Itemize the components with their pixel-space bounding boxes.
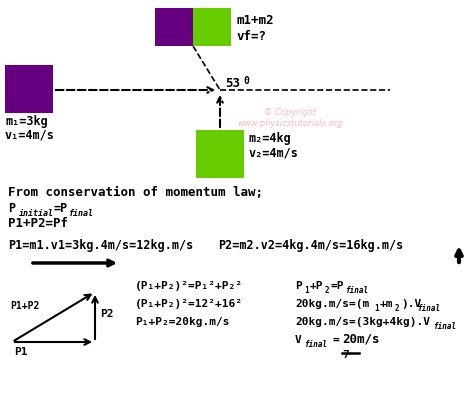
Text: 53: 53	[225, 77, 240, 90]
Text: +P: +P	[310, 281, 323, 291]
Text: (P₁+P₂)²=12²+16²: (P₁+P₂)²=12²+16²	[135, 299, 243, 309]
Text: 0: 0	[243, 76, 249, 86]
Text: m₂=4kg: m₂=4kg	[249, 132, 292, 145]
Bar	[155, 8, 193, 46]
Text: final: final	[304, 340, 327, 349]
Text: final: final	[345, 286, 368, 295]
Text: P1+P2: P1+P2	[10, 301, 39, 311]
Text: 20kg.m/s=(m: 20kg.m/s=(m	[295, 299, 369, 309]
Text: P1=m1.v1=3kg.4m/s=12kg.m/s: P1=m1.v1=3kg.4m/s=12kg.m/s	[8, 239, 193, 252]
Text: P2=m2.v2=4kg.4m/s=16kg.m/s: P2=m2.v2=4kg.4m/s=16kg.m/s	[218, 239, 403, 252]
Text: m₁=3kg: m₁=3kg	[5, 115, 48, 128]
Bar	[5, 65, 53, 113]
Text: 20m/s: 20m/s	[342, 333, 380, 346]
Bar	[193, 8, 231, 46]
Text: 2: 2	[325, 286, 329, 295]
Text: © Copyright
www.physicstutorials.org: © Copyright www.physicstutorials.org	[237, 108, 343, 128]
Text: =P: =P	[54, 202, 68, 215]
Text: V: V	[295, 335, 302, 345]
Text: P1: P1	[14, 347, 27, 357]
Text: final: final	[68, 209, 93, 218]
Text: final: final	[433, 322, 456, 331]
Bar	[196, 130, 244, 178]
Text: vf=?: vf=?	[237, 29, 267, 42]
Text: From conservation of momentum law;: From conservation of momentum law;	[8, 186, 263, 199]
Text: 20kg.m/s=(3kg+4kg).V: 20kg.m/s=(3kg+4kg).V	[295, 317, 430, 327]
Text: P: P	[8, 202, 15, 215]
Text: initial: initial	[19, 209, 54, 218]
Text: v₂=4m/s: v₂=4m/s	[249, 146, 299, 159]
Text: m1+m2: m1+m2	[237, 13, 274, 27]
Text: (P₁+P₂)²=P₁²+P₂²: (P₁+P₂)²=P₁²+P₂²	[135, 281, 243, 291]
Text: P₁+P₂=20kg.m/s: P₁+P₂=20kg.m/s	[135, 317, 229, 327]
Text: 2: 2	[395, 304, 400, 313]
Text: P1+P2=Pf: P1+P2=Pf	[8, 217, 68, 230]
Text: 1: 1	[304, 286, 309, 295]
Text: =: =	[333, 335, 340, 345]
Text: 1: 1	[374, 304, 379, 313]
Text: v₁=4m/s: v₁=4m/s	[5, 129, 55, 142]
Text: ).V: ).V	[401, 299, 421, 309]
Text: 7: 7	[342, 350, 349, 360]
Text: +m: +m	[380, 299, 393, 309]
Text: final: final	[417, 304, 440, 313]
Text: P: P	[295, 281, 302, 291]
Text: P2: P2	[100, 309, 113, 319]
Text: =P: =P	[331, 281, 345, 291]
